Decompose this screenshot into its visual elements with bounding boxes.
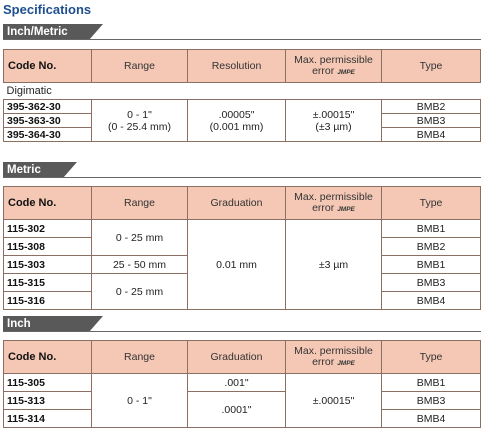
header-error: Max. permissible error JMPE — [285, 340, 382, 374]
header-graduation: Graduation — [187, 186, 286, 220]
code-cell: 115-316 — [3, 291, 92, 310]
table-row: 115-305 0 - 1" .001" ±.00015" BMB1 — [3, 373, 481, 428]
code-cell: 115-303 — [3, 255, 92, 274]
error-cell: ±.00015" — [285, 373, 382, 428]
header-range: Range — [91, 49, 188, 83]
header-range: Range — [91, 340, 188, 374]
header-error-sub: JMPE — [337, 359, 355, 367]
type-cell: BMB3 — [381, 273, 481, 292]
header-range: Range — [91, 186, 188, 220]
type-cell: BMB1 — [381, 219, 481, 238]
table-row: 115-316 BMB4 — [3, 291, 481, 310]
range-cell: 25 - 50 mm — [91, 255, 188, 274]
code-cell: 115-302 — [3, 219, 92, 238]
header-graduation: Graduation — [187, 340, 286, 374]
code-cell: 395-364-30 — [3, 127, 92, 142]
code-cell: 115-314 — [3, 409, 92, 428]
table-row: 115-315 0 - 25 mm BMB3 — [3, 273, 481, 310]
table-header-row: Code No. Range Graduation Max. permissib… — [3, 340, 481, 374]
header-error-line2: error — [312, 355, 338, 368]
header-type: Type — [381, 340, 481, 374]
code-cell: 395-363-30 — [3, 113, 92, 128]
type-cell: BMB3 — [381, 113, 481, 128]
section-tab-inch-metric: Inch/Metric — [3, 24, 103, 40]
code-cell: 115-315 — [3, 273, 92, 292]
range-line2: (0 - 25.4 mm) — [107, 120, 171, 133]
table-row: 115-314 BMB4 — [3, 409, 481, 428]
header-error-line2: error — [312, 201, 338, 214]
type-cell: BMB2 — [381, 237, 481, 256]
error-line1: ±.00015" — [312, 108, 355, 121]
header-type: Type — [381, 49, 481, 83]
table-row: 115-313 .0001" BMB3 — [3, 391, 481, 428]
code-cell: 115-313 — [3, 391, 92, 410]
group-row: Digimatic — [3, 82, 481, 100]
spec-table-metric: Code No. Range Graduation Max. permissib… — [3, 186, 481, 310]
type-cell: BMB4 — [381, 409, 481, 428]
type-cell: BMB1 — [381, 255, 481, 274]
graduation-cell: 0.01 mm — [187, 219, 286, 310]
header-error-sub: JMPE — [337, 205, 355, 213]
range-cell: 0 - 1" (0 - 25.4 mm) — [91, 99, 188, 142]
resolution-line1: .00005" — [218, 108, 255, 121]
range-cell: 0 - 25 mm — [91, 219, 188, 256]
header-error: Max. permissible error JMPE — [285, 186, 382, 220]
section-tab-inch: Inch — [3, 316, 103, 332]
type-cell: BMB4 — [381, 127, 481, 142]
header-error: Max. permissible error JMPE — [285, 49, 382, 83]
spec-table-inch-metric: Code No. Range Resolution Max. permissib… — [3, 49, 481, 142]
error-cell: ±.00015" (±3 µm) — [285, 99, 382, 142]
header-resolution: Resolution — [187, 49, 286, 83]
range-cell: 0 - 1" — [91, 373, 188, 428]
resolution-line2: (0.001 mm) — [209, 120, 264, 133]
code-cell: 115-305 — [3, 373, 92, 392]
table-header-row: Code No. Range Graduation Max. permissib… — [3, 186, 481, 220]
type-cell: BMB4 — [381, 291, 481, 310]
graduation-cell: .001" — [187, 373, 286, 392]
group-label-digimatic: Digimatic — [3, 82, 481, 100]
section-tab-metric: Metric — [3, 162, 77, 178]
code-cell: 115-308 — [3, 237, 92, 256]
header-error-line2: error — [312, 64, 338, 77]
section-rule — [3, 177, 481, 178]
header-error-line1: Max. permissible — [294, 190, 373, 203]
type-cell: BMB1 — [381, 373, 481, 392]
table-row: 115-302 0 - 25 mm 0.01 mm ±3 µm BMB1 — [3, 219, 481, 310]
table-row: 115-308 BMB2 — [3, 237, 481, 256]
type-cell: BMB3 — [381, 391, 481, 410]
header-code: Code No. — [3, 186, 92, 220]
range-cell: 0 - 25 mm — [91, 273, 188, 310]
spec-table-inch: Code No. Range Graduation Max. permissib… — [3, 340, 481, 428]
section-rule — [3, 331, 481, 332]
header-error-line1: Max. permissible — [294, 344, 373, 357]
table-row: 395-364-30 BMB4 — [3, 127, 481, 142]
type-cell: BMB2 — [381, 99, 481, 114]
table-row: 395-362-30 0 - 1" (0 - 25.4 mm) .00005" (0… — [3, 99, 481, 142]
resolution-cell: .00005" (0.001 mm) — [187, 99, 286, 142]
section-rule — [3, 39, 481, 40]
header-type: Type — [381, 186, 481, 220]
error-cell: ±3 µm — [285, 219, 382, 310]
code-cell: 395-362-30 — [3, 99, 92, 114]
header-error-line1: Max. permissible — [294, 53, 373, 66]
table-header-row: Code No. Range Resolution Max. permissib… — [3, 49, 481, 83]
graduation-cell: .0001" — [187, 391, 286, 428]
page-title: Specifications — [3, 2, 92, 17]
header-code: Code No. — [3, 340, 92, 374]
error-line2: (±3 µm) — [315, 120, 352, 133]
header-error-sub: JMPE — [337, 68, 355, 76]
range-line1: 0 - 1" — [127, 108, 152, 121]
header-code: Code No. — [3, 49, 92, 83]
